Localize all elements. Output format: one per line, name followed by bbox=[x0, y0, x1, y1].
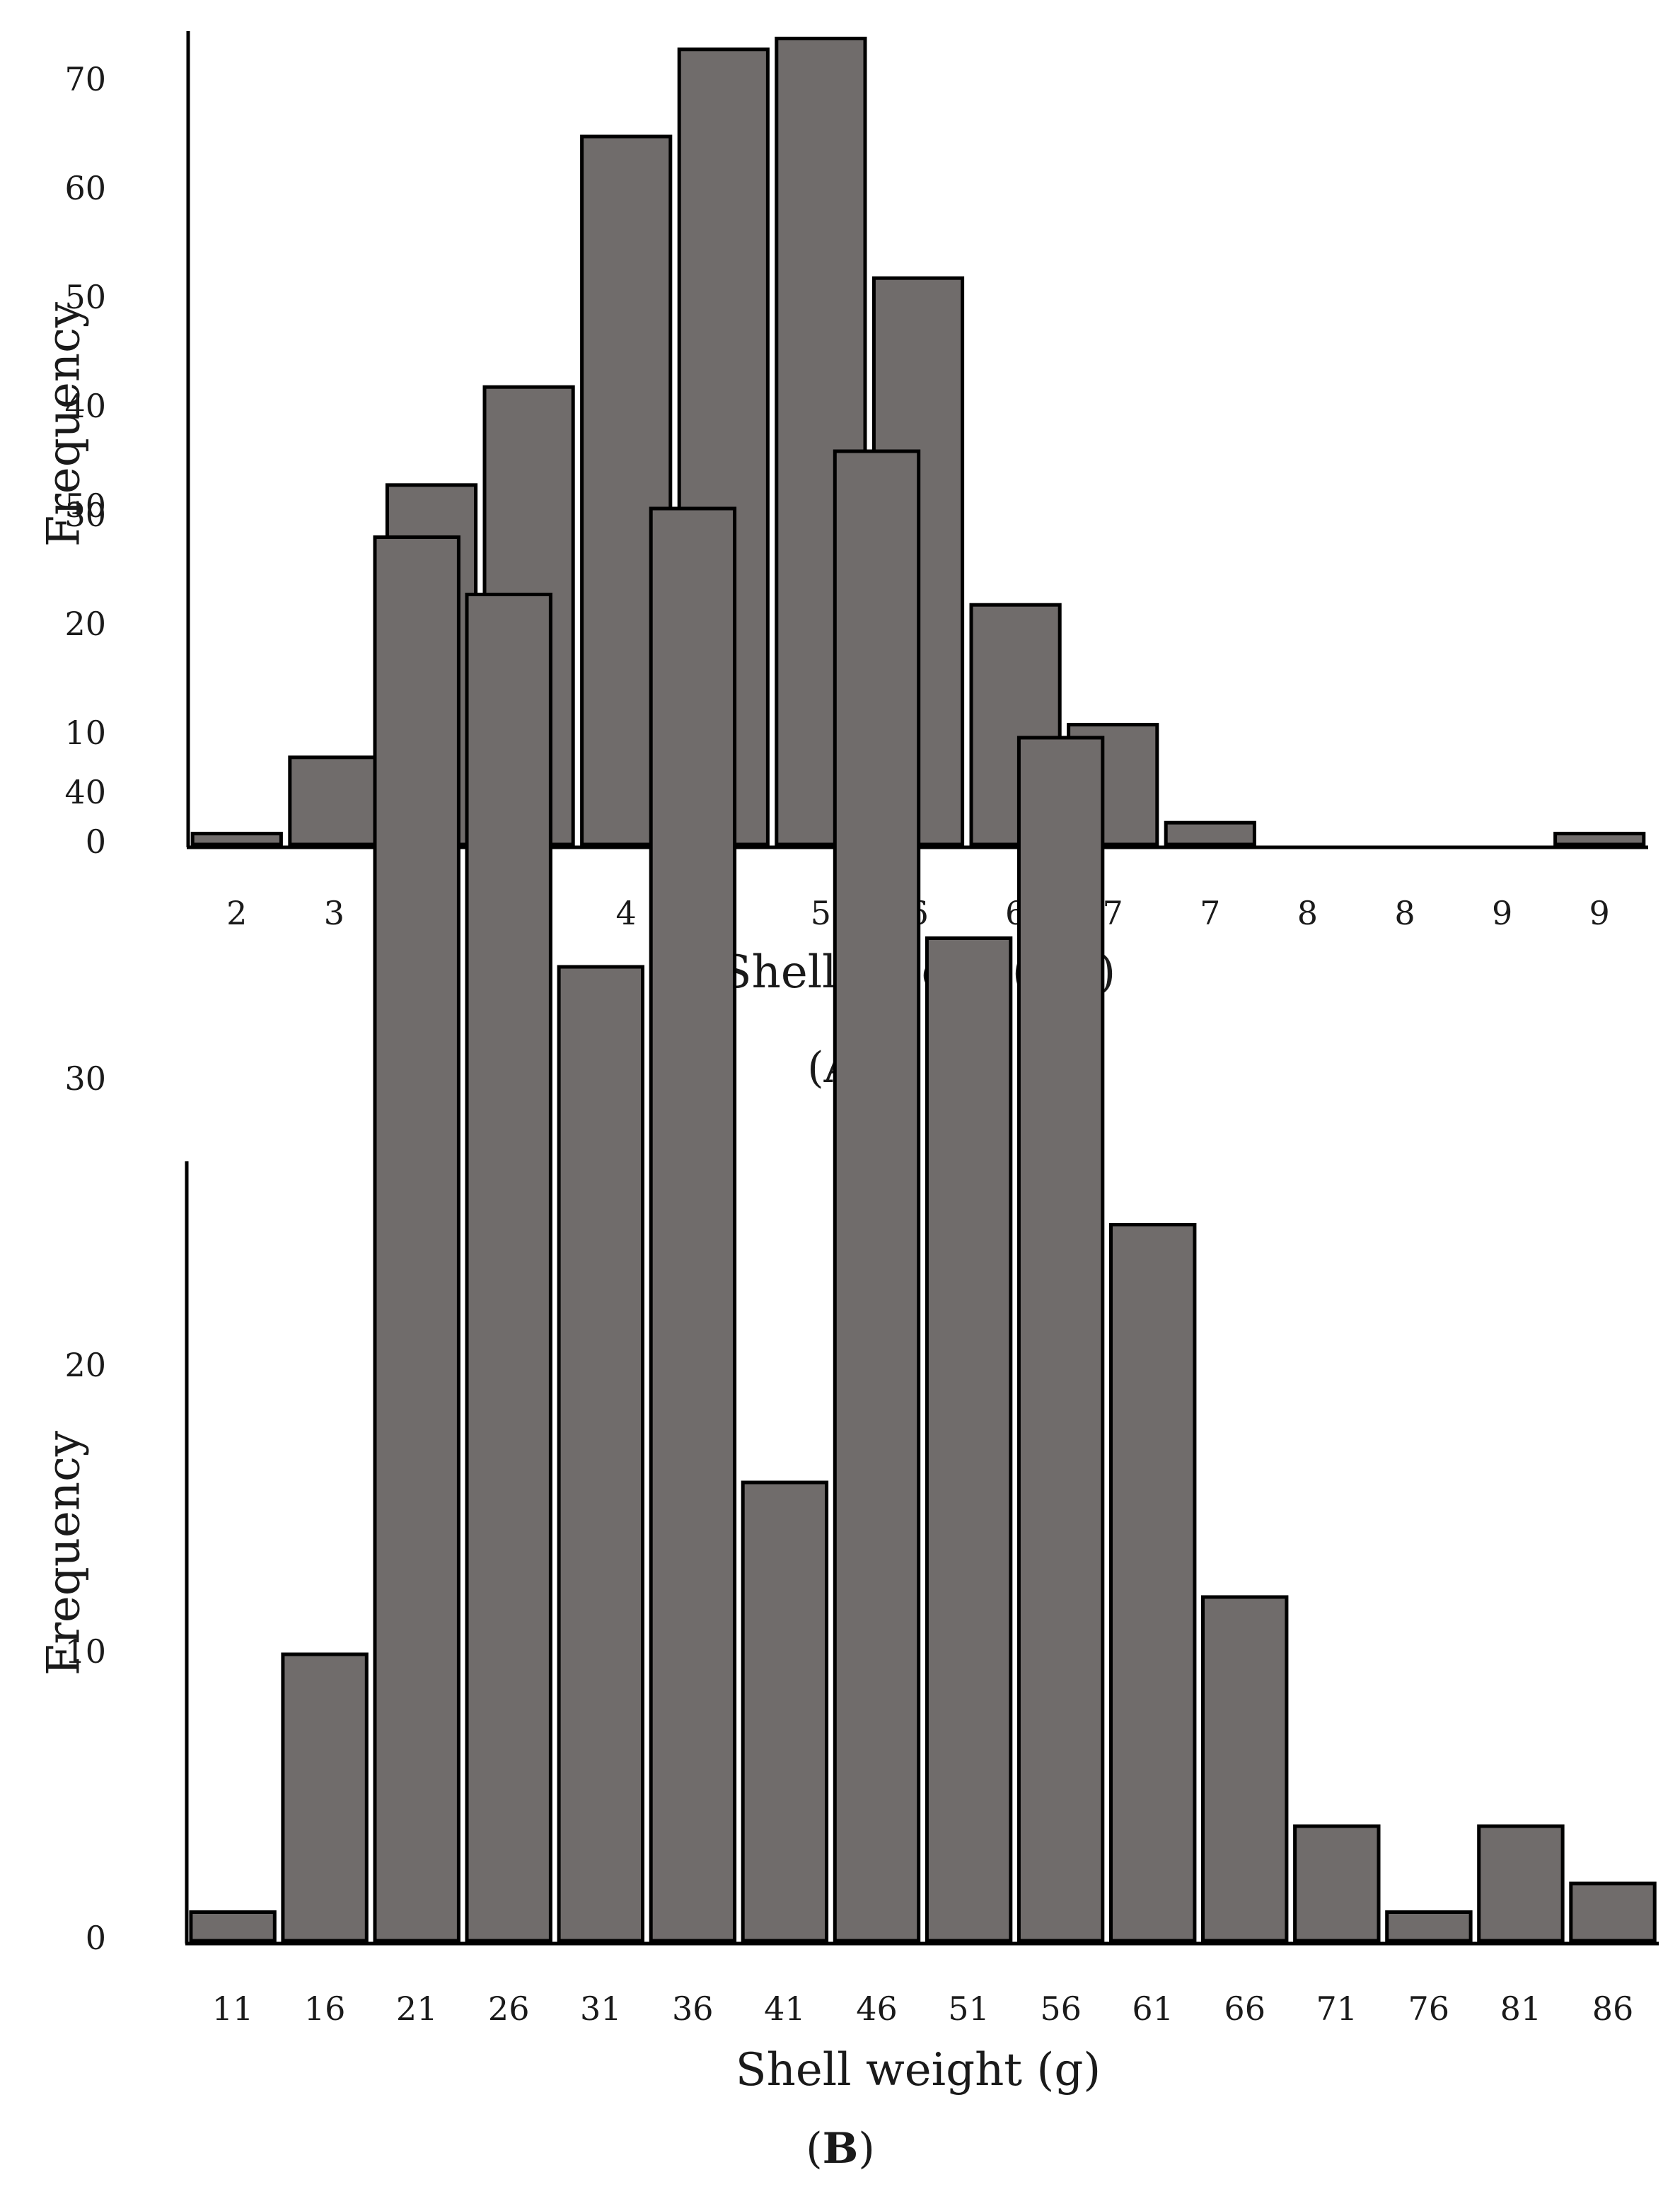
bar-b-10 bbox=[1109, 1223, 1197, 1943]
x-tick-label: 21 bbox=[396, 1990, 438, 2028]
bar-b-8 bbox=[925, 936, 1013, 1943]
x-tick-label: 66 bbox=[1224, 1990, 1265, 2028]
x-tick-label: 5 bbox=[811, 894, 831, 932]
y-tick-label: 50 bbox=[64, 487, 106, 525]
x-tick-label: 16 bbox=[304, 1990, 346, 2028]
x-tick-label: 8 bbox=[1394, 894, 1415, 932]
bar-b-15 bbox=[1569, 1881, 1657, 1943]
x-tick-label: 51 bbox=[948, 1990, 990, 2028]
bar-b-5 bbox=[649, 506, 737, 1943]
y-tick-label: 10 bbox=[64, 714, 106, 752]
y-tick-label: 20 bbox=[64, 1346, 106, 1384]
y-tick-labels: 0 10 20 30 40 50 60 70 bbox=[64, 60, 106, 861]
y-tick-label: 20 bbox=[64, 605, 106, 643]
x-tick-label: 7 bbox=[1200, 894, 1220, 932]
bar-b-11 bbox=[1201, 1595, 1289, 1943]
x-tick-label: 9 bbox=[1492, 894, 1512, 932]
bar-b-3 bbox=[465, 593, 552, 1943]
bar-a-10 bbox=[1164, 820, 1256, 847]
x-tick-label: 56 bbox=[1040, 1990, 1082, 2028]
x-tick-label: 7 bbox=[1103, 894, 1123, 932]
bar-b-6 bbox=[741, 1480, 829, 1943]
y-tick-label: 50 bbox=[64, 278, 106, 316]
y-tick-label: 30 bbox=[64, 496, 106, 534]
x-tick-label: 31 bbox=[580, 1990, 622, 2028]
bar-b-2 bbox=[373, 535, 460, 1943]
bar-b-14 bbox=[1477, 1824, 1565, 1943]
bar-b-9 bbox=[1016, 736, 1105, 1943]
bar-b-1 bbox=[281, 1652, 369, 1943]
x-tick-label: 4 bbox=[616, 894, 637, 932]
x-tick-label: 2 bbox=[226, 894, 247, 932]
y-tick-label: 70 bbox=[64, 60, 106, 98]
x-tick-label: 71 bbox=[1316, 1990, 1358, 2028]
y-tick-label: 0 bbox=[86, 823, 106, 861]
x-tick-label: 11 bbox=[212, 1990, 254, 2028]
bar-b-12 bbox=[1293, 1824, 1381, 1943]
x-tick-label: 86 bbox=[1592, 1990, 1634, 2028]
bar-a-1 bbox=[288, 755, 381, 847]
panel-label-b: (B) bbox=[806, 2124, 875, 2173]
x-tick-label: 8 bbox=[1297, 894, 1318, 932]
y-tick-labels: 0 10 20 30 40 50 bbox=[64, 487, 106, 1957]
y-axis-title: Frequency bbox=[38, 1431, 91, 1676]
y-axis-title: Frequency bbox=[38, 302, 91, 547]
x-tick-label: 3 bbox=[324, 894, 344, 932]
bar-a-14 bbox=[1553, 832, 1646, 847]
bar-b-4 bbox=[557, 965, 644, 1943]
y-tick-label: 40 bbox=[64, 387, 106, 425]
bars-group bbox=[189, 449, 1657, 1943]
y-tick-label: 60 bbox=[64, 169, 106, 207]
y-tick-label: 40 bbox=[64, 773, 106, 811]
x-tick-label: 76 bbox=[1408, 1990, 1450, 2028]
x-tick-label: 9 bbox=[1589, 894, 1610, 932]
bar-b-13 bbox=[1385, 1910, 1473, 1943]
x-tick-label: 46 bbox=[856, 1990, 898, 2028]
x-tick-label: 41 bbox=[764, 1990, 806, 2028]
x-tick-label: 61 bbox=[1132, 1990, 1174, 2028]
x-tick-label: 36 bbox=[672, 1990, 714, 2028]
bar-b-7 bbox=[833, 449, 921, 1943]
x-tick-label: 81 bbox=[1500, 1990, 1542, 2028]
panel-letter-b: B bbox=[823, 2124, 859, 2173]
y-tick-label: 30 bbox=[64, 1059, 106, 1098]
x-tick-label: 26 bbox=[488, 1990, 530, 2028]
y-tick-label: 10 bbox=[64, 1632, 106, 1671]
x-tick-labels: 11 16 21 26 31 36 41 46 51 56 61 66 71 76 81 86 bbox=[212, 1990, 1634, 2028]
bar-b-0 bbox=[189, 1910, 277, 1943]
y-tick-label: 0 bbox=[86, 1919, 106, 1957]
bar-a-0 bbox=[190, 832, 283, 847]
x-axis-title: Shell weight (g) bbox=[736, 2044, 1101, 2096]
